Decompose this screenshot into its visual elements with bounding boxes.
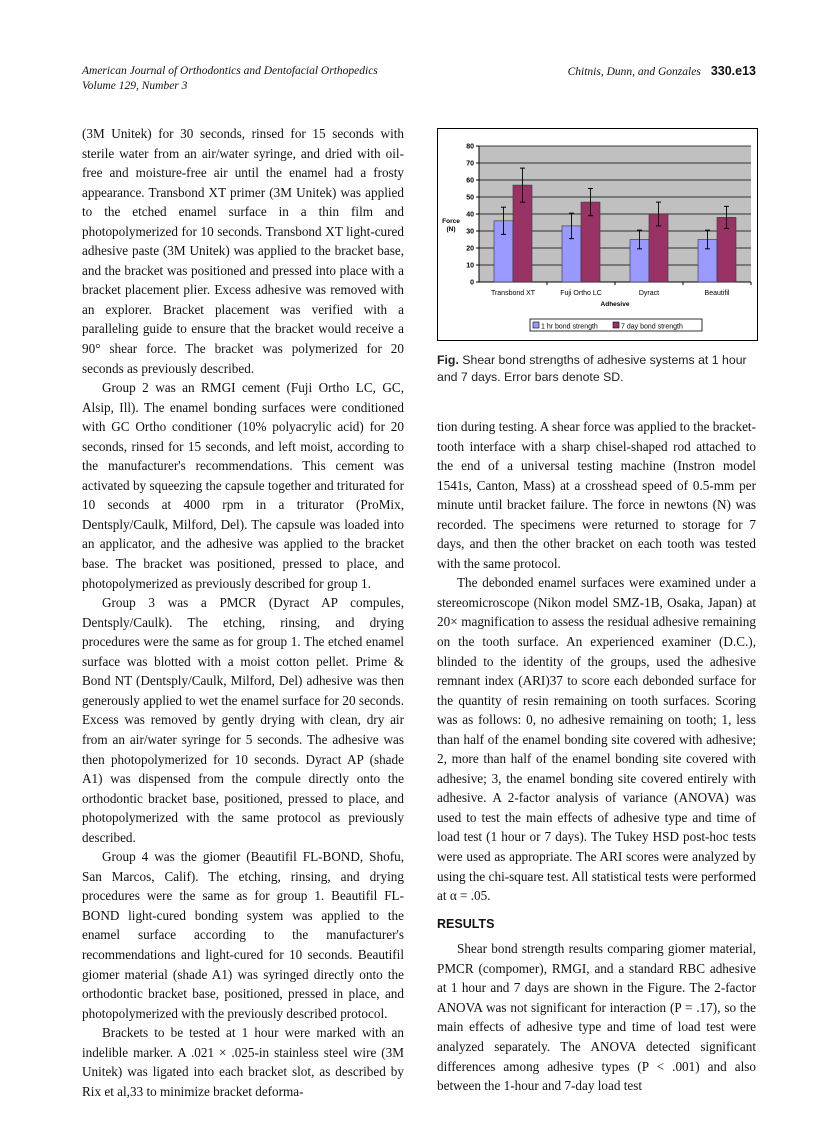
x-tick-label: Transbond XT — [491, 290, 536, 297]
running-header-right: Chitnis, Dunn, and Gonzales 330.e13 — [568, 64, 756, 80]
left-column: (3M Unitek) for 30 seconds, rinsed for 1… — [82, 124, 404, 1101]
paragraph: (3M Unitek) for 30 seconds, rinsed for 1… — [82, 126, 404, 376]
caption-label: Fig. — [437, 353, 459, 367]
legend-swatch — [612, 321, 620, 329]
caption-text: Shear bond strengths of adhesive systems… — [437, 353, 747, 384]
right-column: tion during testing. A shear force was a… — [437, 417, 756, 1096]
y-tick-label: 20 — [466, 246, 474, 253]
x-tick-label: Beautifil — [705, 290, 730, 297]
y-tick-label: 0 — [470, 280, 474, 287]
paragraph: tion during testing. A shear force was a… — [437, 419, 756, 571]
y-tick-label: 40 — [466, 212, 474, 219]
running-header-left: American Journal of Orthodontics and Den… — [82, 64, 378, 94]
x-tick-label: Dyract — [639, 290, 659, 297]
paragraph: Brackets to be tested at 1 hour were mar… — [82, 1025, 404, 1099]
paragraph: The debonded enamel surfaces were examin… — [437, 575, 756, 904]
bar-chart: 0 10 20 30 40 50 60 70 80 Force(N) Transbond XT Fuj… — [442, 144, 752, 332]
y-axis-label: Force — [442, 218, 460, 225]
legend-swatch — [532, 321, 540, 329]
y-tick-label: 80 — [466, 144, 474, 151]
paragraph: Group 4 was the giomer (Beautifil FL-BON… — [82, 849, 404, 1021]
x-axis-label: Adhesive — [601, 301, 630, 308]
y-tick-label: 60 — [466, 178, 474, 185]
y-tick-label: 50 — [466, 195, 474, 202]
page-number: 330.e13 — [710, 64, 756, 78]
journal-name: American Journal of Orthodontics and Den… — [82, 65, 378, 77]
section-heading: RESULTS — [437, 916, 495, 931]
x-tick-label: Fuji Ortho LC — [560, 290, 602, 297]
authors: Chitnis, Dunn, and Gonzales — [567, 66, 701, 78]
figure-caption: Fig. Shear bond strengths of adhesive sy… — [437, 352, 759, 386]
paragraph: Group 3 was a PMCR (Dyract AP compules, … — [82, 595, 404, 845]
figure-chart: 0 10 20 30 40 50 60 70 80 Force (N) Transbond XT Fuj… — [437, 128, 758, 341]
volume-info: Volume 129, Number 3 — [82, 80, 188, 92]
legend-label: 7 day bond strength — [621, 324, 683, 331]
legend-label: 1 hr bond strength — [541, 324, 598, 331]
y-axis-label-unit: (N) — [446, 226, 455, 233]
y-tick-label: 30 — [466, 229, 474, 236]
paragraph: Shear bond strength results comparing gi… — [437, 941, 756, 1094]
paragraph: Group 2 was an RMGI cement (Fuji Ortho L… — [82, 380, 404, 591]
y-tick-label: 70 — [466, 161, 474, 168]
y-tick-label: 10 — [466, 263, 474, 270]
